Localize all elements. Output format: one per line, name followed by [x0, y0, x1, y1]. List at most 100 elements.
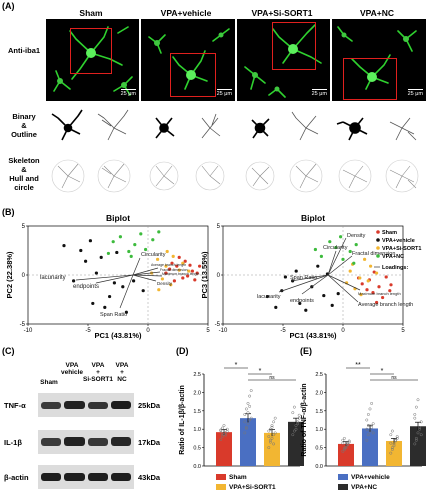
panel-label-a: (A) — [2, 1, 15, 11]
biplot-right-point-s1 — [298, 301, 302, 306]
loading-label-lacunarity-right: lacunarity — [257, 294, 281, 300]
band-tnf-sham — [41, 402, 61, 409]
micrograph-sham: 25 μm — [46, 19, 139, 101]
scale-bar-sham: 25 μm — [120, 89, 136, 97]
band-il1b-sham — [41, 438, 61, 446]
bar-tnf-datapoint-3 — [414, 405, 418, 409]
biplot-right-point-s2 — [366, 279, 370, 283]
bar-il1b-datapoint-1 — [246, 401, 250, 405]
bar-tnf-datapoint-2 — [389, 433, 393, 437]
group-label-sham: Sham — [79, 8, 103, 18]
biplot-left-ytick-label: 0 — [22, 273, 26, 279]
loading-max-branch-right — [327, 274, 361, 291]
bar-il1b-datapoint-3 — [297, 413, 301, 417]
biplot-left-point-s1 — [141, 289, 145, 293]
biplot-right-point-s0 — [377, 285, 381, 289]
band-actin-vehicle — [64, 473, 85, 481]
roi-box-sisort1 — [272, 22, 316, 70]
biplot-right-point-s1 — [330, 303, 334, 307]
biplot-right-xtick-label: 0 — [341, 328, 345, 334]
group-label-vehicle: VPA+vehicle — [160, 8, 212, 18]
bar-il1b-datapoint-1 — [246, 411, 250, 415]
bar-tnf-sig-label-2: ns — [391, 375, 397, 381]
bar-il1b-datapoint-1 — [246, 422, 250, 426]
legend-dot-sisort1 — [376, 246, 380, 250]
bar-il1b-datapoint-1 — [249, 389, 253, 393]
bar-tnf-sig-label-1: * — [381, 368, 384, 375]
biplot-right-xtick-label: -10 — [219, 328, 228, 334]
bar-il1b-sig-label-1: * — [259, 368, 262, 375]
loading-label-circularity-right: Circularity — [323, 245, 348, 251]
loading-span-ratio-left — [119, 274, 134, 309]
loading-avg-branch-right — [327, 274, 359, 303]
bar-tnf-datapoint-0 — [342, 446, 346, 450]
bar-il1b-datapoint-2 — [272, 420, 276, 424]
biplot-right-point-s3 — [334, 245, 338, 250]
biplot-left-point-s2 — [156, 257, 160, 261]
bar-charts: 0.0 0.5 1.0 1.5 2.0 2.5 Ratio of IL-1β/β-actin… — [179, 362, 426, 491]
biplot-left-loading-labels: Circularity lacunarity endpoints Span Ra… — [40, 252, 199, 318]
biplot-right-point-s3 — [341, 257, 345, 261]
bar-il1b-datapoint-3 — [291, 433, 295, 437]
band-il1b-vehicle — [64, 437, 85, 446]
loading-label-max-branch-right: Maximum branch length — [358, 291, 401, 296]
micrograph-nc: 25 μm — [332, 19, 426, 101]
biplot-left-point-s0 — [168, 267, 172, 271]
blot-tnf — [38, 393, 134, 417]
biplot-left-axes: -10 -5 0 5-505 — [20, 224, 211, 334]
bar-chart-tnf: 0.0 0.5 1.0 1.5 2.0 2.5 Ratio of TNF-α/β-actin… — [301, 362, 426, 491]
loading-label-max-branch-left: Maximum branch length — [162, 272, 199, 276]
biplot-right-point-s1 — [336, 292, 340, 296]
scale-bar-vehicle: 25 μm — [216, 89, 232, 97]
bar-il1b-datapoint-3 — [292, 429, 296, 433]
biplot-left-point-s0 — [193, 278, 197, 282]
bar-tnf-datapoint-1 — [371, 422, 375, 426]
biplot-right-ytick-label: -5 — [215, 322, 221, 328]
bar-tnf-legend-swatch-0 — [338, 474, 348, 480]
biplot-left-point-s3 — [133, 243, 137, 247]
bar-tnf-datapoint-3 — [419, 433, 423, 437]
loadings-legend-label: Loadings: — [382, 265, 408, 271]
bar-il1b-datapoint-3 — [296, 420, 300, 424]
biplot-left-point-s0 — [195, 271, 199, 275]
biplot-left-ytick-label: 5 — [22, 224, 26, 230]
roi-box-vehicle — [170, 53, 216, 97]
bar-il1b-bar-1 — [240, 418, 256, 466]
loading-endpoints-left — [95, 274, 134, 284]
bar-il1b-bar-2 — [264, 432, 280, 466]
bar-il1b-legend-label-1: VPA+Si-SORT1 — [229, 484, 276, 491]
biplot-left-point-s3 — [139, 232, 143, 236]
biplot-right-points — [265, 235, 393, 312]
biplot-right-point-s3 — [313, 247, 317, 252]
bar-il1b-ytick-label: 0.5 — [193, 446, 201, 452]
bar-tnf-datapoint-3 — [416, 398, 420, 402]
loading-fractal-left — [132, 271, 161, 276]
loading-label-fractal-left: Fractal dimension — [160, 268, 188, 272]
protein-size-actin: 43kDa — [138, 473, 161, 482]
bar-tnf-datapoint-3 — [418, 425, 422, 429]
biplot-right-xtick-label: 5 — [401, 328, 405, 334]
binary-skeleton-strip — [51, 109, 419, 193]
bar-il1b-datapoint-0 — [220, 426, 224, 430]
panel-label-e: (E) — [300, 346, 312, 356]
biplot-left-point-s1 — [121, 285, 125, 289]
biplot-right-point-s1 — [322, 293, 326, 298]
row-label-binary: Binary & Outline — [11, 112, 37, 139]
bar-tnf-datapoint-0 — [341, 438, 345, 442]
biplot-left-point-s2 — [171, 254, 175, 258]
biplot-right-point-s2 — [359, 293, 363, 297]
loading-label-span-ratio-left: Span Ratio — [100, 312, 127, 318]
legend-dot-nc — [376, 254, 380, 258]
roi-box-nc — [343, 58, 397, 100]
bar-tnf-datapoint-1 — [365, 438, 369, 442]
loading-circularity-left — [132, 257, 141, 276]
bar-il1b-legend-swatch-1 — [216, 484, 226, 490]
bar-tnf-datapoint-1 — [368, 429, 372, 433]
bar-tnf-datapoint-3 — [419, 420, 423, 424]
bar-il1b-ytick-label: 2.0 — [193, 390, 201, 396]
band-il1b-nc — [111, 437, 131, 446]
bar-il1b-datapoint-3 — [294, 427, 298, 431]
panel-label-b: (B) — [2, 207, 15, 217]
bar-il1b-datapoint-1 — [244, 425, 248, 429]
bar-il1b-datapoint-2 — [268, 440, 272, 444]
